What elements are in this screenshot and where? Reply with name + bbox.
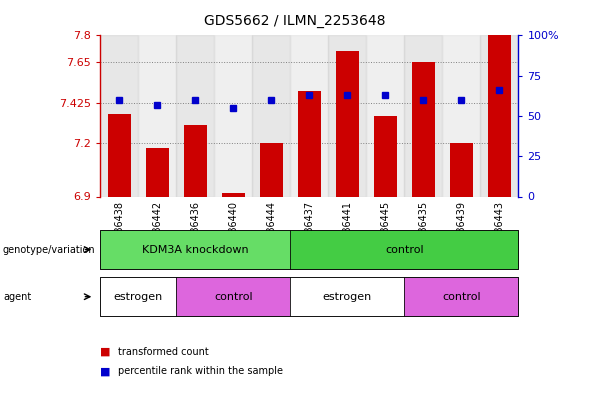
Bar xyxy=(328,35,366,197)
Bar xyxy=(480,35,518,197)
Bar xyxy=(298,91,320,196)
Text: control: control xyxy=(214,292,253,302)
Bar xyxy=(184,125,207,196)
Bar xyxy=(442,35,480,197)
Text: estrogen: estrogen xyxy=(323,292,372,302)
Text: genotype/variation: genotype/variation xyxy=(3,244,95,255)
Text: ■: ■ xyxy=(100,347,111,357)
Bar xyxy=(450,143,473,196)
Text: percentile rank within the sample: percentile rank within the sample xyxy=(118,366,283,376)
Bar xyxy=(214,35,252,197)
Text: estrogen: estrogen xyxy=(114,292,163,302)
Bar xyxy=(138,35,176,197)
Bar xyxy=(176,35,214,197)
Bar xyxy=(404,35,442,197)
Text: ■: ■ xyxy=(100,366,111,376)
Bar xyxy=(290,35,328,197)
Bar xyxy=(260,143,283,196)
Bar xyxy=(366,35,404,197)
Text: KDM3A knockdown: KDM3A knockdown xyxy=(142,244,249,255)
Bar xyxy=(222,193,244,196)
Text: control: control xyxy=(385,244,423,255)
Text: transformed count: transformed count xyxy=(118,347,209,357)
Text: control: control xyxy=(442,292,481,302)
Text: agent: agent xyxy=(3,292,31,302)
Bar xyxy=(100,35,138,197)
Bar xyxy=(374,116,396,196)
Bar xyxy=(412,62,435,196)
Bar xyxy=(488,35,511,197)
Bar xyxy=(108,114,131,196)
Text: GDS5662 / ILMN_2253648: GDS5662 / ILMN_2253648 xyxy=(204,14,385,28)
Bar xyxy=(145,148,168,196)
Bar xyxy=(252,35,290,197)
Bar xyxy=(336,51,359,196)
